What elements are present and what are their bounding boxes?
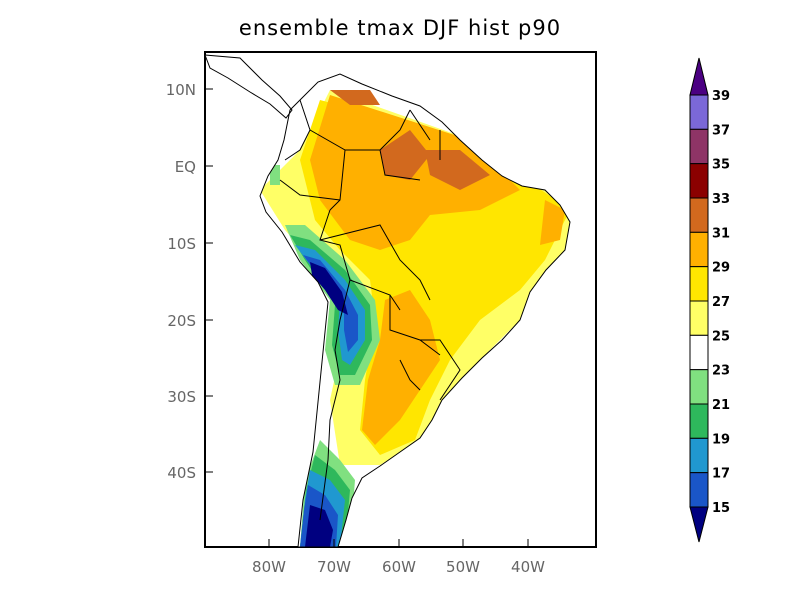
colorbar-label: 37 — [712, 123, 730, 138]
lat-ticks: 10N EQ 10S 20S 30S 40S — [166, 81, 196, 482]
colorbar-label: 19 — [712, 432, 730, 447]
contour-33 — [330, 90, 490, 190]
colorbar-box — [689, 437, 709, 474]
colorbar-label: 39 — [712, 89, 730, 104]
colorbar-box — [689, 266, 709, 302]
colorbar: 39 37 35 33 31 29 27 25 23 21 19 17 15 — [689, 57, 730, 543]
colorbar-box — [689, 369, 709, 405]
colorbar-box — [689, 231, 709, 268]
colorbar-label: 15 — [712, 501, 730, 516]
contour-17 — [300, 255, 358, 547]
lat-tick-label: 10S — [167, 235, 196, 253]
colorbar-box — [689, 472, 709, 508]
colorbar-box — [689, 334, 709, 371]
colorbar-box — [689, 197, 709, 233]
lat-tick-label: 10N — [166, 81, 196, 99]
colorbar-label: 17 — [712, 467, 730, 482]
lat-tick-label: EQ — [175, 158, 196, 176]
colorbar-box — [689, 94, 709, 130]
lon-tick-label: 70W — [317, 558, 351, 576]
lon-tick-label: 50W — [446, 558, 480, 576]
colorbar-under-triangle — [689, 506, 709, 543]
colorbar-label: 33 — [712, 192, 730, 207]
lon-tick-label: 40W — [511, 558, 545, 576]
colorbar-label: 27 — [712, 295, 730, 310]
colorbar-box — [689, 403, 709, 439]
colorbar-label: 25 — [712, 329, 730, 344]
contour-31 — [310, 95, 565, 445]
colorbar-label: 35 — [712, 158, 730, 173]
country-borders — [204, 54, 571, 548]
lon-tick-label: 80W — [252, 558, 286, 576]
colorbar-label: 23 — [712, 364, 730, 379]
contour-15 — [305, 262, 348, 547]
colorbar-over-triangle — [689, 57, 709, 96]
lon-ticks: 80W 70W 60W 50W 40W — [205, 88, 545, 576]
lat-tick-label: 20S — [167, 312, 196, 330]
lat-tick-label: 40S — [167, 464, 196, 482]
colorbar-label: 21 — [712, 398, 730, 413]
colorbar-box — [689, 300, 709, 336]
lon-tick-label: 60W — [382, 558, 416, 576]
colorbar-label: 29 — [712, 261, 730, 276]
colorbar-box — [689, 128, 709, 165]
colorbar-box — [689, 163, 709, 199]
lat-tick-label: 30S — [167, 388, 196, 406]
colorbar-label: 31 — [712, 226, 730, 241]
plot-title: ensemble tmax DJF hist p90 — [238, 16, 562, 40]
